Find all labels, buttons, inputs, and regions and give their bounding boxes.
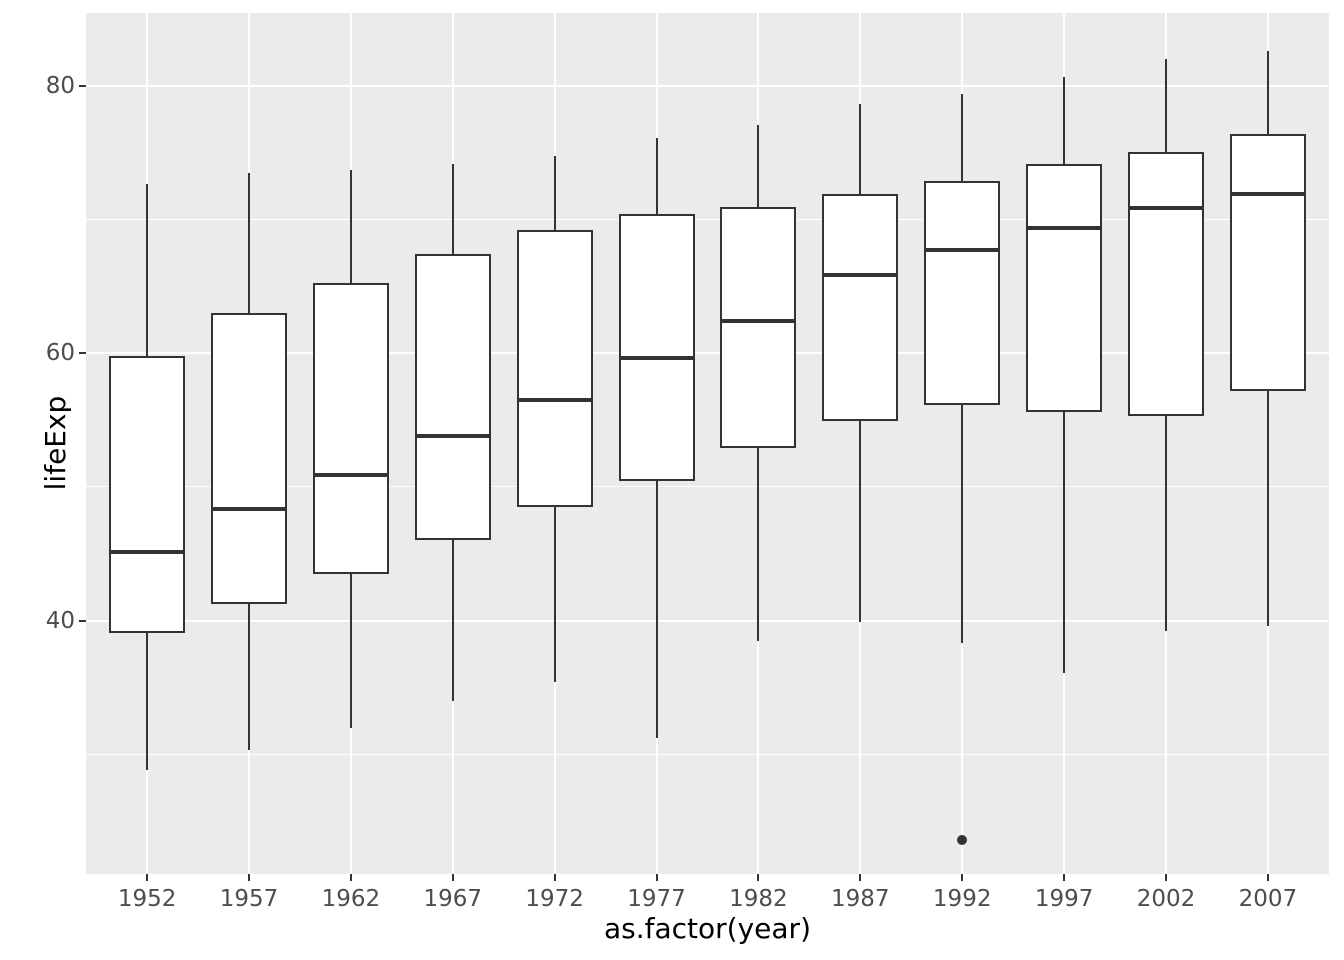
upper-whisker-1962	[349, 170, 352, 284]
x-tick-label-1952: 1952	[117, 886, 177, 912]
lower-whisker-1977	[655, 480, 658, 739]
x-tick-mark-1962	[349, 874, 352, 881]
iqr-box-2007	[1229, 133, 1306, 392]
upper-whisker-1992	[961, 94, 964, 182]
x-tick-mark-1982	[757, 874, 760, 881]
iqr-box-1972	[516, 229, 593, 507]
x-tick-label-1962: 1962	[321, 886, 381, 912]
lower-whisker-1992	[961, 405, 964, 643]
lower-whisker-1962	[349, 574, 352, 728]
x-tick-mark-1992	[961, 874, 964, 881]
median-line-1992	[924, 248, 1001, 253]
upper-whisker-2002	[1164, 59, 1167, 153]
iqr-box-1997	[1026, 163, 1103, 412]
x-tick-mark-1972	[553, 874, 556, 881]
x-tick-label-1957: 1957	[219, 886, 279, 912]
x-tick-mark-1987	[859, 874, 862, 881]
outlier-point-1992	[957, 834, 968, 845]
lower-whisker-2007	[1266, 391, 1269, 626]
x-axis-title: as.factor(year)	[604, 912, 811, 945]
median-line-1967	[414, 433, 491, 438]
lower-whisker-1972	[553, 507, 556, 683]
upper-whisker-1987	[859, 103, 862, 195]
upper-whisker-1957	[248, 173, 251, 313]
gridline-major-80	[86, 84, 1329, 87]
x-tick-mark-2002	[1164, 874, 1167, 881]
upper-whisker-1982	[757, 124, 760, 208]
lower-whisker-1982	[757, 447, 760, 642]
lower-whisker-1997	[1063, 411, 1066, 673]
x-tick-label-1967: 1967	[423, 886, 483, 912]
gridline-minor-30	[86, 753, 1329, 755]
upper-whisker-1952	[146, 183, 149, 357]
x-tick-label-1997: 1997	[1034, 886, 1094, 912]
median-line-1977	[618, 355, 695, 360]
x-tick-mark-1997	[1063, 874, 1066, 881]
y-tick-label-40: 40	[45, 607, 75, 634]
gridline-minor-50	[86, 486, 1329, 488]
median-line-1957	[211, 506, 288, 511]
median-line-1962	[312, 473, 389, 478]
median-line-2007	[1229, 191, 1306, 196]
lower-whisker-1967	[451, 540, 454, 701]
x-tick-label-1987: 1987	[831, 886, 890, 912]
upper-whisker-1972	[553, 156, 556, 230]
gridline-major-60	[86, 352, 1329, 355]
median-line-1997	[1026, 225, 1103, 230]
median-line-2002	[1127, 206, 1204, 211]
lower-whisker-1957	[248, 603, 251, 750]
x-tick-label-1992: 1992	[932, 886, 992, 912]
lower-whisker-2002	[1164, 416, 1167, 632]
iqr-box-1957	[211, 312, 288, 604]
x-tick-label-2002: 2002	[1136, 886, 1196, 912]
x-tick-label-1972: 1972	[525, 886, 584, 912]
iqr-box-2002	[1127, 152, 1204, 417]
upper-whisker-1967	[451, 163, 454, 255]
y-axis-title: lifeExp	[38, 395, 72, 491]
gridline-major-40	[86, 619, 1329, 622]
y-tick-mark-40	[79, 619, 86, 622]
plot-panel	[86, 13, 1329, 874]
iqr-box-1967	[414, 254, 491, 540]
y-tick-mark-60	[79, 352, 86, 355]
upper-whisker-1997	[1063, 76, 1066, 164]
y-tick-mark-80	[79, 84, 86, 87]
median-line-1972	[516, 397, 593, 402]
median-line-1987	[822, 273, 899, 278]
x-tick-mark-2007	[1266, 874, 1269, 881]
upper-whisker-2007	[1266, 51, 1269, 134]
iqr-box-1977	[618, 214, 695, 481]
y-tick-label-60: 60	[45, 340, 75, 367]
iqr-box-1992	[924, 181, 1001, 406]
x-tick-mark-1977	[655, 874, 658, 881]
iqr-box-1987	[822, 194, 899, 421]
y-tick-label-80: 80	[45, 72, 75, 99]
x-tick-mark-1957	[248, 874, 251, 881]
x-tick-label-2007: 2007	[1238, 886, 1298, 912]
upper-whisker-1977	[655, 137, 658, 215]
x-tick-mark-1967	[451, 874, 454, 881]
x-tick-label-1977: 1977	[627, 886, 686, 912]
iqr-box-1982	[720, 207, 797, 448]
x-tick-mark-1952	[146, 874, 149, 881]
lower-whisker-1952	[146, 633, 149, 771]
iqr-box-1952	[109, 356, 186, 634]
lower-whisker-1987	[859, 420, 862, 622]
median-line-1982	[720, 318, 797, 323]
median-line-1952	[109, 549, 186, 554]
iqr-box-1962	[312, 283, 389, 575]
gridline-minor-70	[86, 219, 1329, 221]
x-tick-label-1982: 1982	[729, 886, 788, 912]
